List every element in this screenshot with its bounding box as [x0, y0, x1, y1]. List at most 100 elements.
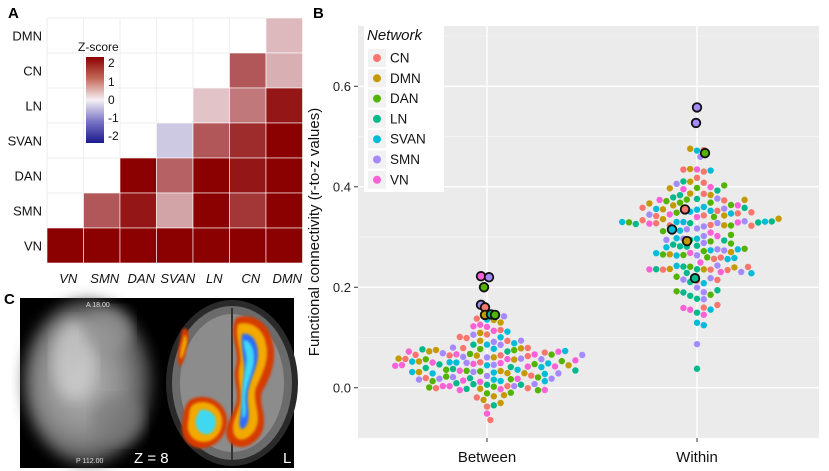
data-point	[683, 196, 690, 203]
legend-key	[373, 135, 381, 144]
data-point	[398, 361, 406, 369]
data-point	[714, 276, 721, 284]
data-point	[572, 367, 579, 374]
data-point	[700, 223, 707, 230]
highlighted-point	[483, 272, 495, 283]
data-point	[490, 369, 497, 376]
data-point	[548, 351, 555, 358]
heatmap-row-label: SMN	[13, 204, 42, 219]
legend-key	[373, 54, 381, 62]
data-point	[673, 209, 680, 216]
data-point	[693, 184, 701, 192]
data-point	[704, 254, 711, 261]
data-point	[666, 211, 673, 218]
heatmap-cell	[229, 192, 267, 229]
data-point	[473, 394, 480, 401]
data-point	[700, 288, 707, 296]
heatmap-cell	[156, 157, 194, 194]
data-point	[659, 206, 667, 213]
data-point	[534, 374, 542, 381]
data-point	[632, 220, 639, 228]
panel-b-label: B	[313, 5, 324, 22]
data-point	[693, 235, 701, 242]
data-point	[534, 386, 542, 394]
data-point	[449, 344, 457, 351]
data-point	[700, 203, 707, 211]
heatmap-row-label: LN	[25, 99, 42, 114]
heatmap-col-label: CN	[241, 271, 260, 286]
data-point	[470, 323, 477, 330]
data-point	[572, 357, 579, 364]
data-point	[558, 357, 565, 365]
data-point	[659, 266, 667, 273]
data-point	[687, 292, 694, 299]
data-point	[721, 182, 728, 189]
data-point	[707, 221, 714, 229]
data-point	[429, 370, 436, 377]
data-point	[490, 327, 497, 335]
data-point	[429, 377, 436, 385]
data-point	[659, 227, 667, 235]
data-point	[707, 207, 714, 215]
data-point	[663, 197, 670, 205]
data-point	[497, 352, 504, 359]
data-point	[415, 368, 423, 376]
data-point	[490, 361, 497, 369]
data-point	[443, 373, 450, 380]
data-point	[504, 355, 511, 363]
heatmap-cell	[119, 227, 157, 264]
highlighted-point	[489, 309, 501, 321]
data-point	[646, 266, 653, 273]
data-point	[683, 226, 690, 233]
data-point	[653, 212, 660, 220]
heatmap-row-label: DMN	[12, 29, 42, 44]
data-point	[490, 376, 497, 383]
data-point	[463, 367, 470, 375]
heatmap-cell	[156, 227, 194, 264]
legend-key	[373, 175, 381, 184]
legend-label: VN	[390, 172, 409, 187]
data-point	[673, 288, 680, 295]
colorbar-title: Z-score	[78, 40, 119, 54]
data-point	[721, 237, 728, 244]
data-point	[463, 359, 470, 367]
y-axis-label: Functional connectivity (r-to-z values)	[306, 108, 323, 356]
data-point	[673, 273, 680, 280]
highlighted-point	[666, 224, 678, 235]
plot-points	[392, 102, 782, 424]
data-point	[748, 222, 755, 229]
data-point	[775, 215, 782, 222]
data-point	[490, 354, 497, 361]
data-point	[483, 331, 491, 338]
data-point	[562, 347, 569, 355]
mri-panel: A 18.00 P 112.00 Z = 8 L	[20, 298, 298, 468]
panel-c-label: C	[4, 291, 15, 308]
data-point	[680, 178, 687, 185]
data-point	[490, 345, 497, 352]
data-point	[545, 360, 552, 367]
data-point	[409, 358, 416, 365]
data-point	[700, 239, 707, 247]
data-point	[700, 212, 707, 219]
data-point	[734, 246, 741, 253]
data-point	[541, 349, 548, 356]
data-point	[422, 364, 429, 372]
data-point	[700, 296, 707, 303]
data-point	[687, 249, 694, 257]
data-point	[507, 376, 514, 383]
legend-label: DMN	[390, 71, 421, 86]
heatmap-colorbar: Z-score 2 1 0 -1 -2	[78, 40, 119, 143]
data-point	[687, 190, 694, 197]
data-point	[687, 165, 694, 173]
data-point	[727, 222, 735, 229]
legend-title: Network	[367, 27, 424, 44]
data-point	[507, 389, 514, 396]
mri-anterior-label: A 18.00	[86, 302, 110, 309]
data-point	[483, 362, 491, 369]
data-point	[700, 168, 707, 175]
data-point	[422, 356, 429, 363]
data-point	[717, 254, 724, 261]
data-point	[673, 234, 680, 242]
slice-label: Z = 8	[134, 450, 169, 467]
data-point	[483, 323, 491, 331]
